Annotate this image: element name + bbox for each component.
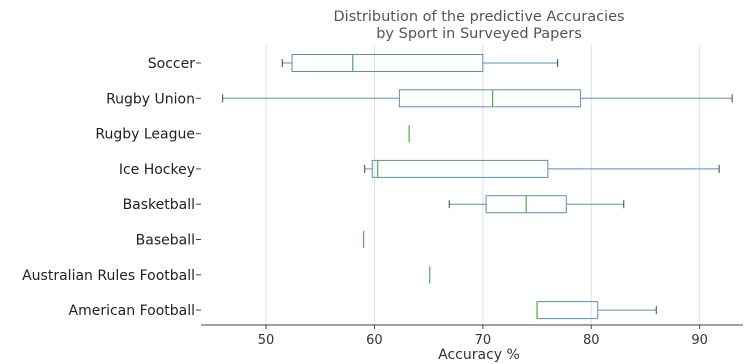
x-tick-label: 50 [258,333,275,348]
category-labels: Soccer Rugby Union Rugby League Ice Hockey B… [22,56,195,319]
chart-title-line1: Distribution of the predictive Accuracie… [333,9,624,25]
chart-title-line2: by Sport in Surveyed Papers [376,26,582,42]
axes [196,62,743,329]
category-label: Basketball [123,197,195,213]
iqr-box [536,301,599,320]
box-group [364,159,720,178]
grid-lines [265,45,701,325]
x-tick-label: 90 [691,333,708,348]
category-label: Australian Rules Football [22,268,195,284]
category-label: Rugby League [95,127,195,143]
x-tick-label: 70 [475,333,492,348]
x-axis-label: Accuracy % [438,347,520,363]
box-group [281,54,559,72]
iqr-box [291,54,484,72]
box-group [222,89,733,108]
boxes [222,54,733,320]
x-tick-labels: 50 60 70 80 90 [258,333,708,348]
x-tick-label: 80 [583,333,600,348]
category-label: Ice Hockey [119,162,195,178]
category-label: Rugby Union [106,91,195,107]
box-group [448,195,625,214]
x-tick-label: 60 [366,333,383,348]
iqr-box [371,159,549,178]
category-label: American Football [69,303,196,319]
iqr-box [398,89,581,108]
category-label: Soccer [148,56,195,72]
category-label: Baseball [136,233,195,249]
box-group [536,301,657,320]
